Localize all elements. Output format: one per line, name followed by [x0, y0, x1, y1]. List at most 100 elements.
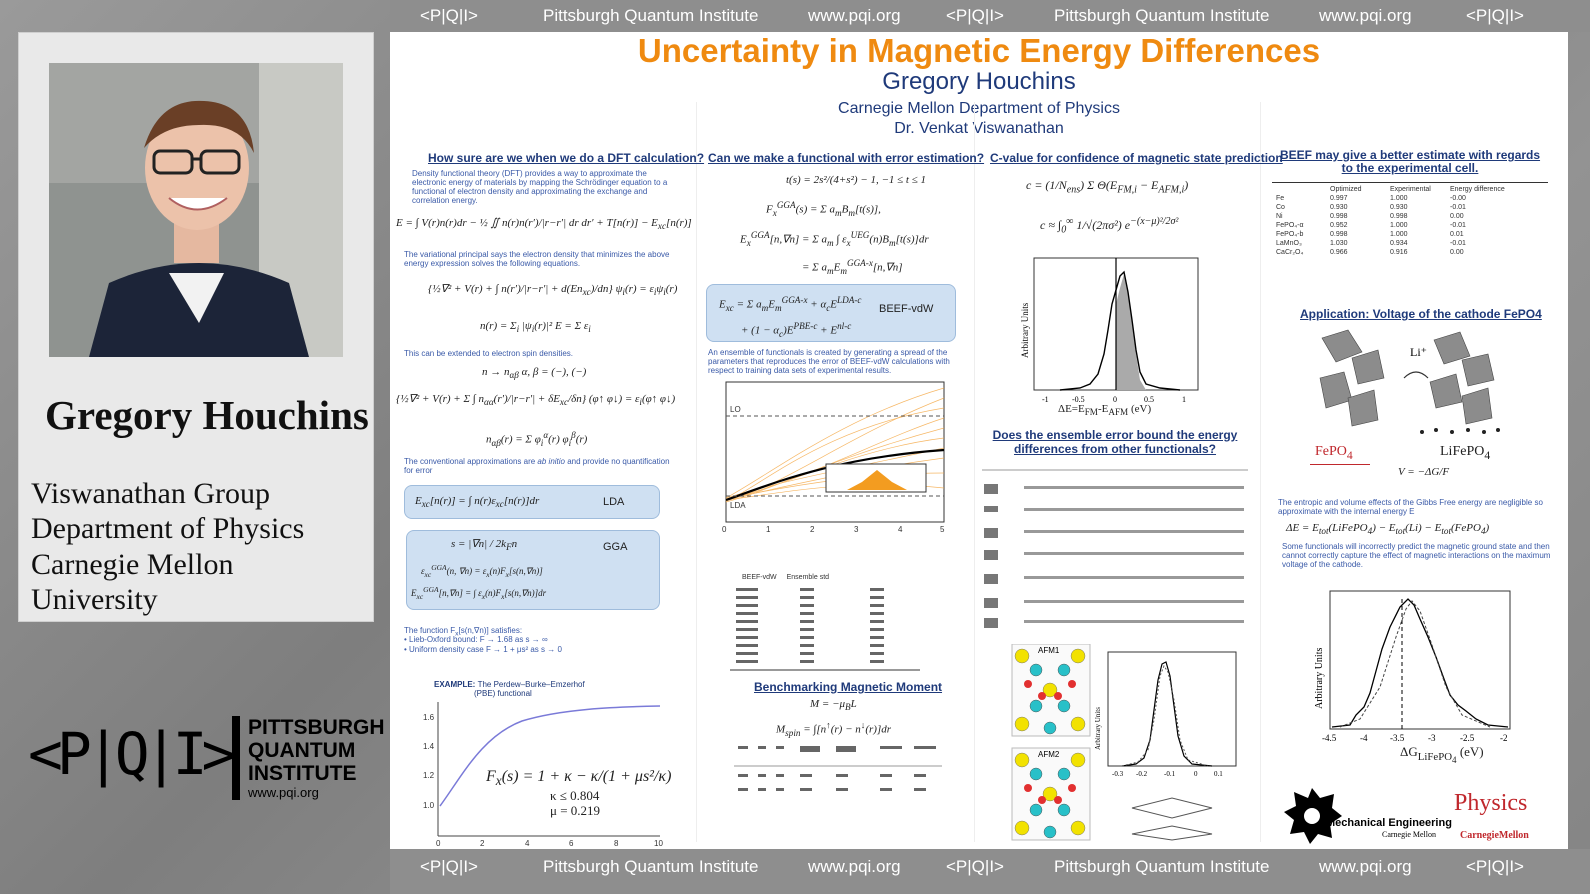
banner-org: Pittsburgh Quantum Institute: [1054, 857, 1270, 876]
body-text: Density functional theory (DFT) provides…: [412, 169, 668, 205]
gga-box: s = |∇n| / 2kFn GGA εxcGGA(n, ∇n) = εx(n…: [406, 530, 660, 610]
lda-label: LDA: [603, 496, 625, 508]
ks-equation: {½∇² + V(r) + ∫ n(r′)/|r−r′| + d(Enxc)/d…: [428, 283, 678, 298]
banner-symbol: <P|Q|I>: [420, 6, 478, 25]
afm2-label: AFM2: [1038, 750, 1060, 759]
poster: Uncertainty in Magnetic Energy Differenc…: [390, 32, 1568, 849]
afm1-label: AFM1: [1038, 646, 1060, 655]
svg-text:1.0: 1.0: [423, 801, 435, 810]
exc-basis: = Σ amEmGGA-x[n,∇n]: [802, 258, 903, 276]
top-banner: <P|Q|I> Pittsburgh Quantum Institute www…: [390, 0, 1590, 32]
svg-text:10: 10: [654, 839, 663, 848]
spin-sum-equation: nαβ(r) = Σ φiα(r) φiβ(r): [486, 430, 588, 448]
table-cell: -0.01: [1450, 222, 1466, 229]
density-equation: n(r) = Σi |ψi(r)|² E = Σ εi: [480, 320, 591, 335]
bullet-item: • Uniform density case F → 1 + μs² as s …: [404, 645, 562, 654]
banner-symbol: <P|Q|I>: [1466, 6, 1524, 25]
logo-line: INSTITUTE: [248, 762, 357, 785]
voltage-histogram: Arbitrary Units -4.5 -4 -3.5 -3 -2.5 -2: [1314, 590, 1511, 743]
banner-url: www.pqi.org: [1319, 857, 1412, 876]
pbe-kappa: κ ≤ 0.804: [550, 788, 600, 803]
body-text: The function Fx[s(n,∇n)] satisfies:: [404, 626, 523, 638]
li-ion-label: Li⁺: [1410, 345, 1427, 359]
x-tick: -3: [1428, 733, 1436, 743]
x-axis-label: ΔE=EFM-EAFM (eV): [1058, 403, 1152, 418]
fx-expansion: FxGGA(s) = Σ amBm[t(s)],: [766, 200, 881, 218]
bottom-banner: <P|Q|I> Pittsburgh Quantum Institute www…: [390, 849, 1590, 894]
svg-text:2: 2: [810, 525, 815, 534]
section-heading: BEEF may give a better estimate with reg…: [1279, 148, 1541, 175]
table-cell: 0.01: [1450, 231, 1464, 238]
logo-divider: [232, 716, 240, 800]
beef-label: BEEF-vdW: [879, 303, 934, 315]
table-cell: Ni: [1276, 213, 1283, 220]
cell-table: Optimized Experimental Energy difference Fe…: [1270, 184, 1511, 258]
table-cell: Fe: [1276, 195, 1285, 202]
table-cell: 0.930: [1390, 204, 1408, 211]
fepo4-label: FePO4: [1315, 444, 1353, 462]
functional-table-rows: [730, 588, 920, 671]
poster-advisor: Dr. Venkat Viswanathan: [894, 120, 1064, 137]
body-text: Some functionals will incorrectly predic…: [1282, 542, 1551, 569]
table-cell: 1.030: [1330, 240, 1348, 247]
table-row: Fe 0.997 1.000 -0.00: [1272, 195, 1509, 202]
profile-photo: [49, 63, 343, 357]
profile-card: Gregory Houchins Viswanathan Group Depar…: [18, 32, 374, 622]
pqi-logo: <P|Q|I> PITTSBURGH QUANTUM INSTITUTE www…: [28, 714, 388, 804]
poster-title: Uncertainty in Magnetic Energy Differenc…: [637, 32, 1321, 69]
table-header: Optimized: [1330, 186, 1362, 193]
energy-difference-histogram: Arbitrary Units -0.3 -0.2 -0.1 0 0.1: [1094, 651, 1237, 841]
table-cell: 0.00: [1450, 213, 1464, 220]
svg-text:0: 0: [436, 839, 441, 848]
svg-text:3: 3: [854, 525, 859, 534]
poster-author: Gregory Houchins: [882, 68, 1076, 95]
mech-eng-cmu: Carnegie Mellon: [1382, 830, 1436, 839]
energy-difference-equation: ΔE = Etot(LiFePO4) − Etot(Li) − Etot(FeP…: [1286, 522, 1490, 537]
energy-equation: E = ∫ V(r)n(r)dr − ½ ∬ n(r)n(r′)/|r−r′| …: [396, 217, 692, 232]
gga-eps-equation: εxcGGA(n, ∇n) = εx(n)Fx[s(n,∇n)]: [421, 563, 543, 579]
svg-text:2: 2: [480, 839, 485, 848]
section-heading: C-value for confidence of magnetic state…: [990, 151, 1283, 165]
table-header: Experimental: [1390, 186, 1431, 193]
lda-curve-label: LDA: [730, 501, 746, 510]
body-text: This can be extended to electron spin de…: [404, 349, 573, 358]
x-tick: -0.3: [1112, 770, 1124, 778]
banner-symbol: <P|Q|I>: [1466, 857, 1524, 876]
example-caption: EXAMPLE: The Perdew–Burke–Emzerhof: [434, 680, 585, 689]
svg-text:4: 4: [525, 839, 530, 848]
moment-equation: M = −μBL: [810, 698, 857, 713]
svg-text:1.4: 1.4: [423, 742, 435, 751]
svg-text:8: 8: [614, 839, 619, 848]
table-cell: CaCr₂O₄: [1276, 249, 1304, 256]
pbe-mu: μ = 0.219: [550, 803, 601, 818]
table-cell: 1.000: [1390, 231, 1408, 238]
voltage-equation: V = −ΔG/F: [1398, 466, 1450, 478]
physics-cmu-label: CarnegieMellon: [1460, 830, 1529, 841]
banner-org: Pittsburgh Quantum Institute: [1054, 6, 1270, 25]
x-axis-label: ΔGLiFePO4 (eV): [1400, 744, 1484, 765]
section-heading: How sure are we when we do a DFT calcula…: [428, 151, 705, 165]
banner-url: www.pqi.org: [808, 857, 901, 876]
ensemble-plot: LO LDA 0 1 2 3 4 5: [722, 381, 945, 534]
banner-url: www.pqi.org: [1319, 6, 1412, 25]
moment-table: [734, 746, 942, 791]
table-row: LaMnO₃ 1.030 0.934 -0.01: [1272, 240, 1509, 247]
x-tick: 0: [1194, 770, 1198, 778]
affiliation-line: Carnegie Mellon: [31, 548, 234, 581]
column-divider: [974, 102, 975, 842]
table-cell: -0.00: [1450, 195, 1466, 202]
x-tick: -3.5: [1390, 733, 1405, 743]
table-cell: LaMnO₃: [1276, 240, 1302, 247]
svg-text:6: 6: [569, 839, 574, 848]
table-row: FePO₄-b 0.998 1.000 0.01: [1272, 231, 1509, 238]
cvalue-histogram: Arbitrary Units -1 -0.5 0 0.5 1: [1020, 257, 1199, 404]
section-heading: Benchmarking Magnetic Moment: [754, 680, 943, 694]
table-row: Ni 0.998 0.998 0.00: [1272, 213, 1509, 220]
profile-name: Gregory Houchins: [45, 392, 369, 438]
section-heading: Can we make a functional with error esti…: [708, 151, 985, 165]
logo-url: www.pqi.org: [248, 785, 319, 800]
table-row: Co 0.930 0.930 -0.01: [1272, 204, 1509, 211]
x-tick: 0.1: [1214, 770, 1223, 778]
bullet-item: • Lieb-Oxford bound: F → 1.68 as s → ∞: [404, 635, 548, 644]
